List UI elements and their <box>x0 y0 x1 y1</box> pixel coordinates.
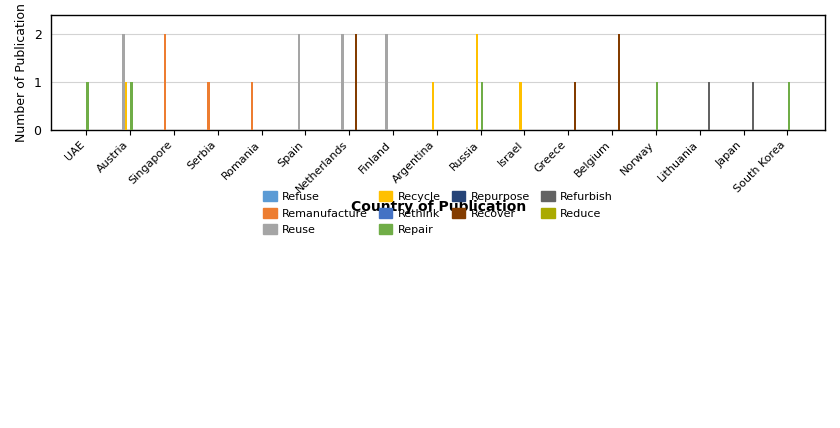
Bar <box>207 82 210 130</box>
Bar <box>475 34 478 130</box>
Bar <box>708 82 710 130</box>
Bar <box>130 82 133 130</box>
Bar <box>574 82 576 130</box>
Bar <box>354 34 357 130</box>
Bar <box>617 34 620 130</box>
Bar <box>788 82 790 130</box>
Bar <box>125 82 127 130</box>
X-axis label: Country of Publication: Country of Publication <box>350 200 526 214</box>
Bar <box>752 82 753 130</box>
Legend: Refuse, Remanufacture, Reuse, Recycle, Rethink, Repair, Repurpose, Recover, Refu: Refuse, Remanufacture, Reuse, Recycle, R… <box>259 187 617 239</box>
Bar <box>656 82 659 130</box>
Bar <box>342 34 344 130</box>
Bar <box>123 34 124 130</box>
Y-axis label: Number of Publication: Number of Publication <box>15 3 28 142</box>
Bar <box>251 82 254 130</box>
Bar <box>432 82 434 130</box>
Bar <box>519 82 522 130</box>
Bar <box>87 82 89 130</box>
Bar <box>480 82 483 130</box>
Bar <box>386 34 387 130</box>
Bar <box>164 34 165 130</box>
Bar <box>297 34 300 130</box>
